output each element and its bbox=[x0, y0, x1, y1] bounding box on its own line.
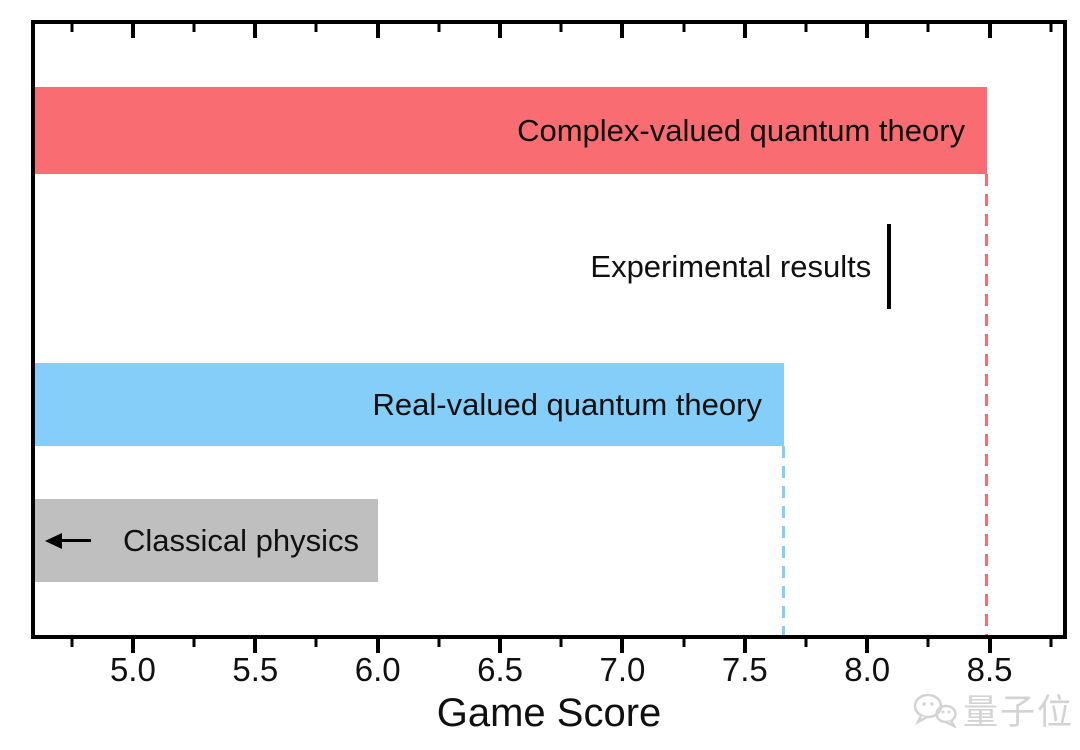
x-axis-minor-tick bbox=[804, 639, 808, 647]
complex-valued-quantum-theory-bar: Complex-valued quantum theory bbox=[35, 87, 988, 174]
x-axis-minor-tick bbox=[437, 24, 441, 32]
watermark: 量子位 bbox=[913, 684, 1074, 735]
x-axis-major-tick bbox=[375, 639, 380, 653]
x-axis-major-tick bbox=[987, 24, 992, 38]
x-axis-major-tick bbox=[375, 24, 380, 38]
x-axis-minor-tick bbox=[314, 24, 318, 32]
x-axis-minor-tick bbox=[192, 639, 196, 647]
x-axis-major-tick bbox=[865, 639, 870, 653]
x-axis-tick-label: 6.0 bbox=[354, 651, 401, 688]
x-axis-tick-label: 5.5 bbox=[232, 651, 279, 688]
x-axis-major-tick bbox=[865, 24, 870, 38]
real-valued-quantum-theory-bar-text: Real-valued quantum theory bbox=[372, 386, 762, 422]
complex-valued-quantum-theory-bar-guide-line bbox=[985, 174, 989, 635]
x-axis-major-tick bbox=[253, 639, 258, 653]
x-axis-major-tick bbox=[130, 639, 135, 653]
x-axis-major-tick bbox=[620, 639, 625, 653]
x-axis-major-tick bbox=[498, 639, 503, 653]
x-axis-minor-tick bbox=[70, 639, 74, 647]
x-axis-major-tick bbox=[742, 639, 747, 653]
experimental-results-marker-line bbox=[887, 224, 892, 309]
x-axis-minor-tick bbox=[559, 24, 563, 32]
x-axis-minor-tick bbox=[682, 24, 686, 32]
x-axis-minor-tick bbox=[1049, 639, 1053, 647]
x-axis-major-tick bbox=[987, 639, 992, 653]
experimental-results-marker-label: Experimental results bbox=[590, 248, 872, 284]
wechat-chat-bubbles-icon bbox=[913, 692, 957, 728]
complex-valued-quantum-theory-bar-text: Complex-valued quantum theory bbox=[517, 112, 966, 148]
x-axis-minor-tick bbox=[559, 639, 563, 647]
x-axis-major-tick bbox=[620, 24, 625, 38]
x-axis-minor-tick bbox=[437, 639, 441, 647]
real-valued-quantum-theory-bar-label: Real-valued quantum theory bbox=[373, 363, 784, 446]
x-axis-tick-label: 7.5 bbox=[721, 651, 768, 688]
x-axis-minor-tick bbox=[314, 639, 318, 647]
x-axis-tick-label: 6.5 bbox=[477, 651, 523, 688]
x-axis-minor-tick bbox=[926, 639, 930, 647]
x-axis-major-tick bbox=[253, 24, 258, 38]
x-axis-major-tick bbox=[498, 24, 503, 38]
left-arrow-icon bbox=[45, 532, 91, 549]
x-axis-minor-tick bbox=[70, 24, 74, 32]
classical-physics-bar: Classical physics bbox=[35, 499, 378, 582]
plot-area: Complex-valued quantum theory Experimenta… bbox=[31, 20, 1067, 688]
x-axis-minor-tick bbox=[1049, 24, 1053, 32]
x-axis-tick-label: 5.0 bbox=[109, 651, 156, 688]
x-axis-major-tick bbox=[130, 24, 135, 38]
watermark-text: 量子位 bbox=[962, 693, 1074, 732]
x-axis-tick-label: 8.5 bbox=[966, 651, 1013, 688]
x-axis-minor-tick bbox=[192, 24, 196, 32]
x-axis-tick-label: 7.0 bbox=[599, 651, 646, 688]
complex-valued-quantum-theory-bar-label: Complex-valued quantum theory bbox=[517, 87, 987, 174]
real-valued-quantum-theory-bar: Real-valued quantum theory bbox=[35, 363, 784, 446]
x-axis-title: Game Score bbox=[436, 691, 662, 735]
x-axis-minor-tick bbox=[926, 24, 930, 32]
x-axis-major-tick bbox=[742, 24, 747, 38]
real-valued-quantum-theory-bar-guide-line bbox=[781, 446, 785, 635]
x-axis-tick-label: 8.0 bbox=[844, 651, 891, 688]
classical-physics-bar-label: Classical physics bbox=[35, 499, 359, 582]
x-axis-minor-tick bbox=[804, 24, 808, 32]
x-axis-minor-tick bbox=[682, 639, 686, 647]
classical-physics-bar-text: Classical physics bbox=[123, 522, 360, 558]
